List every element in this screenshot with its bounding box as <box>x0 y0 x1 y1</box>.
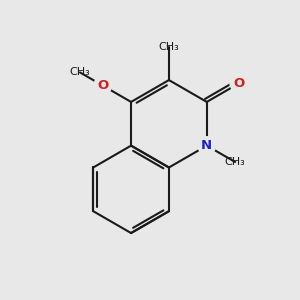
Circle shape <box>197 136 216 155</box>
Text: O: O <box>233 77 244 90</box>
Text: CH₃: CH₃ <box>70 68 90 77</box>
Text: CH₃: CH₃ <box>159 42 179 52</box>
Text: O: O <box>97 79 108 92</box>
Text: CH₃: CH₃ <box>225 157 245 167</box>
Text: N: N <box>201 139 212 152</box>
Circle shape <box>93 76 112 95</box>
Circle shape <box>229 74 249 93</box>
